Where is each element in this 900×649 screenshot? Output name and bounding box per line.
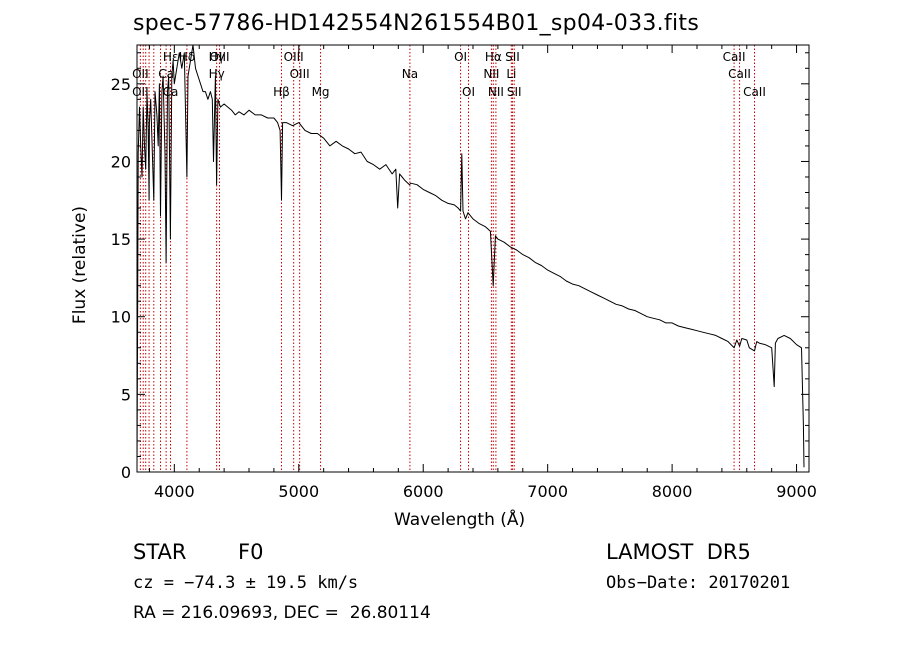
line-label-6: Hγ [209,50,225,64]
emission-line-markers [139,45,755,472]
line-label-14: OI [454,50,467,64]
line-label-2: OII [132,85,149,99]
line-label-9: OIII [284,50,304,64]
line-label-1: OII [132,67,149,81]
line-label-10: OIII [290,67,310,81]
x-axis-label: Wavelength (Å) [394,510,526,530]
survey-label: LAMOST DR5 [606,540,751,564]
observation-date: Obs−Date: 20170201 [606,573,791,593]
y-tick-label-10: 10 [111,308,131,327]
line-label-21: SII [507,85,522,99]
line-label-20: Li [506,67,516,81]
subclass-label: F0 [238,540,264,564]
spectrum-line-0 [136,44,805,468]
class-label: STAR [133,540,187,564]
line-label-15: OI [462,85,475,99]
chart-title: spec-57786-HD142554N261554B01_sp04-033.f… [133,11,700,36]
line-label-17: NII [483,67,499,81]
x-tick-label-8000: 8000 [652,482,693,501]
y-tick-label-15: 15 [111,230,131,249]
y-tick-label-20: 20 [111,152,131,171]
line-label-7: Hγ [209,67,225,81]
axis-ticks: 4000 5000 6000 7000 8000 9000 0 5 10 15 20 25 [111,45,817,501]
line-label-22: CaII [723,50,746,64]
y-tick-label-0: 0 [121,463,131,482]
x-tick-label-6000: 6000 [403,482,444,501]
x-tick-label-5000: 5000 [278,482,319,501]
spectrum-series [136,44,805,468]
y-tick-label-25: 25 [111,75,131,94]
coordinates: RA = 216.09693, DEC = 26.80114 [133,603,431,623]
line-label-13: Na [402,67,418,81]
line-label-4: Ca [158,67,174,81]
line-label-11: Hβ [273,85,290,99]
y-tick-label-5: 5 [121,385,131,404]
line-label-18: NII [488,85,504,99]
line-label-19: SII [505,50,520,64]
redshift-velocity: cz = −74.3 ± 19.5 km/s [133,573,359,593]
x-tick-label-7000: 7000 [527,482,568,501]
line-label-5: Ca [163,85,179,99]
y-axis-label: Flux (relative) [70,205,90,325]
line-label-8: OIII [209,50,229,64]
x-tick-label-9000: 9000 [776,482,817,501]
line-label-24: CaII [743,85,766,99]
line-label-23: CaII [728,67,751,81]
line-label-3: Hε [163,50,179,64]
line-label-12: Mg [312,85,330,99]
x-tick-label-4000: 4000 [154,482,195,501]
line-label-16: Hα [485,50,502,64]
